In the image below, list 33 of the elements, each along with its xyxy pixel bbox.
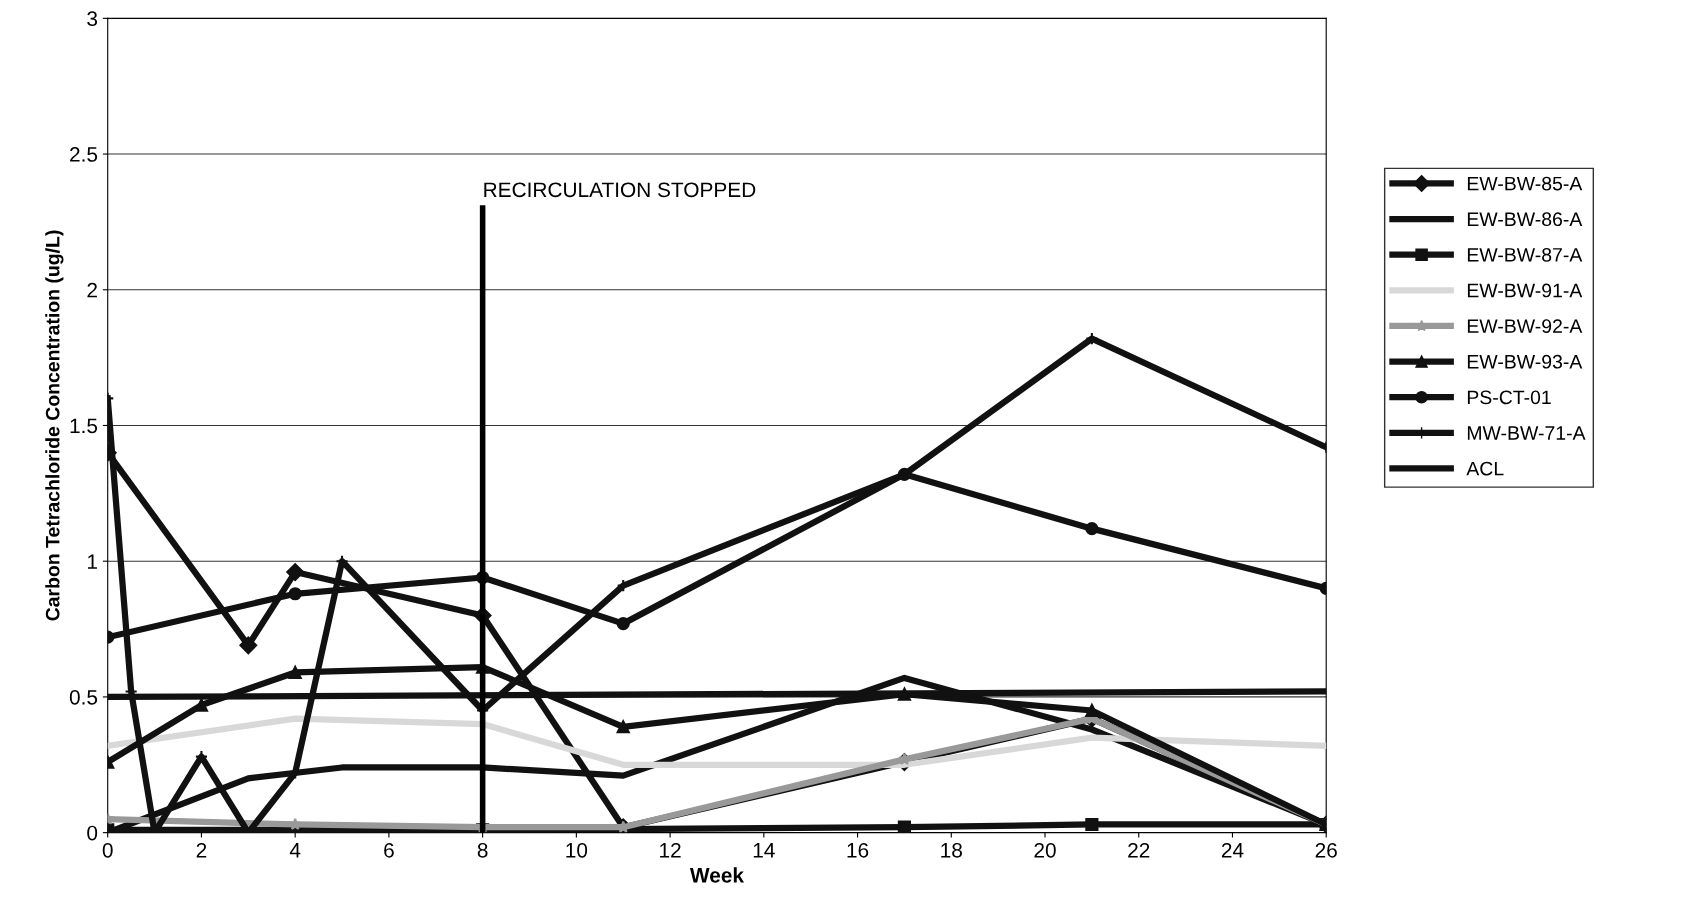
x-tick-label: 2 [196, 842, 207, 858]
legend-label: EW-BW-85-A [1467, 176, 1583, 191]
legend-label: EW-BW-93-A [1467, 354, 1583, 369]
legend-label: EW-BW-87-A [1467, 247, 1583, 262]
x-tick-label: 12 [660, 842, 681, 858]
y-tick-label: 1.5 [70, 418, 98, 434]
x-tick-label: 4 [289, 843, 301, 858]
x-axis-title: Week [689, 867, 745, 883]
legend-label: MW-BW-71-A [1467, 426, 1586, 440]
y-tick-label: 0.5 [69, 689, 98, 705]
x-tick-label: 26 [1315, 842, 1337, 858]
legend-label: EW-BW-91-A [1467, 283, 1583, 298]
legend-label: EW-BW-86-A [1467, 212, 1583, 227]
legend-label: ACL [1466, 461, 1504, 476]
ref-line-label: RECIRCULATION STOPPED [484, 182, 756, 198]
y-tick-label: 1 [87, 554, 97, 569]
y-tick-label: 2.5 [70, 147, 98, 162]
x-tick-label: 24 [1221, 842, 1244, 858]
x-tick-label: 16 [847, 842, 869, 858]
x-tick-label: 18 [941, 842, 962, 858]
x-tick-label: 8 [477, 842, 488, 858]
y-tick-label: 2 [87, 282, 97, 298]
legend-label: PS-CT-01 [1467, 390, 1551, 405]
x-tick-label: 0 [102, 842, 113, 858]
legend-label: EW-BW-92-A [1467, 319, 1583, 333]
y-axis-title: Carbon Tetrachloride Concentration (ug/L) [45, 230, 64, 621]
y-tick-label: 3 [87, 11, 98, 27]
y-tick-label: 0 [87, 825, 98, 841]
x-tick-label: 22 [1128, 842, 1150, 858]
x-tick-label: 10 [566, 842, 588, 858]
x-tick-label: 14 [753, 843, 775, 858]
x-tick-label: 6 [384, 842, 394, 858]
x-tick-label: 20 [1034, 842, 1056, 858]
